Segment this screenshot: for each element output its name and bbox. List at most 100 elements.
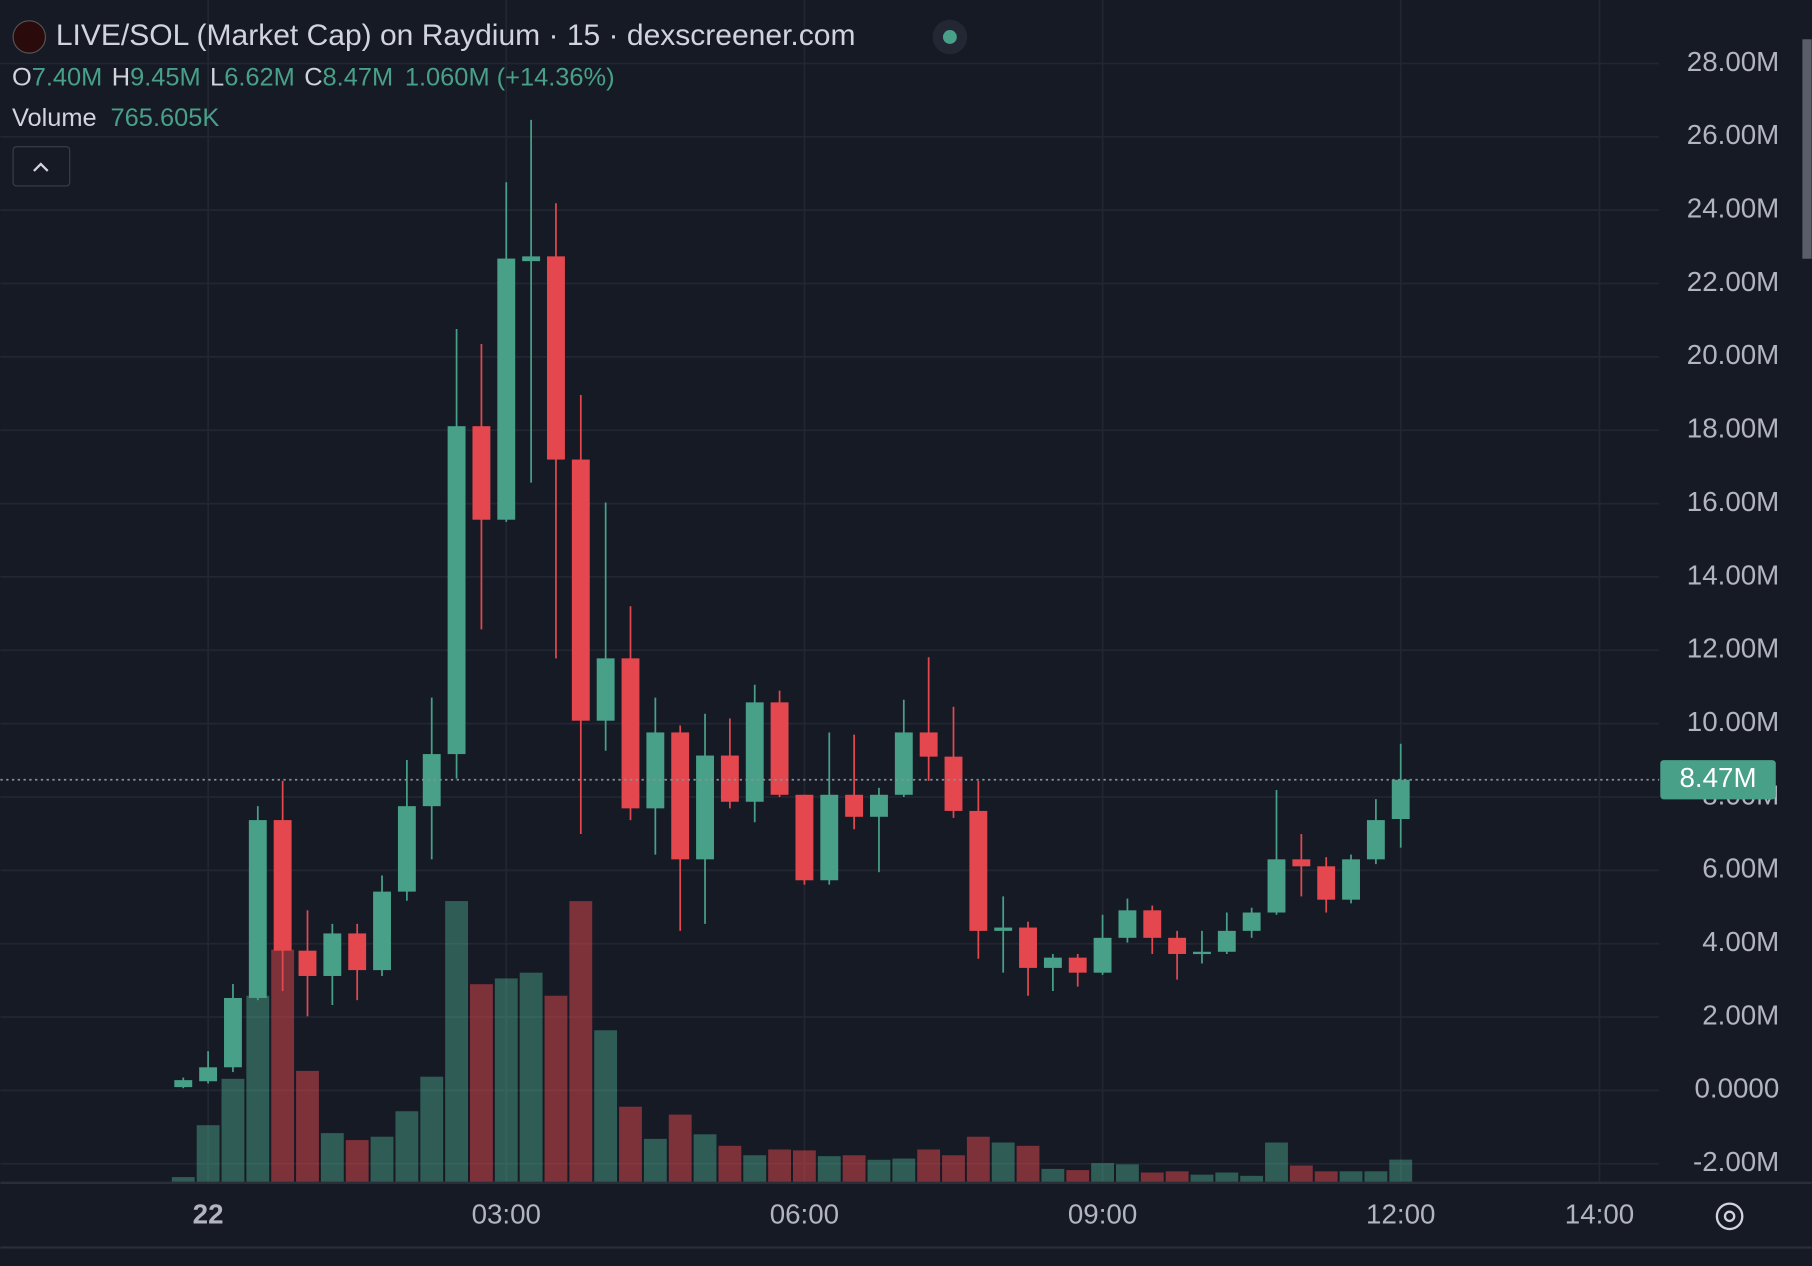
volume-bar xyxy=(569,901,593,1183)
candle-body xyxy=(944,756,963,811)
scrollbar[interactable] xyxy=(1802,39,1812,259)
y-tick-label: 0.0000 xyxy=(1694,1073,1779,1104)
y-tick-label: 18.00M xyxy=(1687,413,1779,444)
volume-bar xyxy=(842,1155,866,1183)
candle-body xyxy=(472,426,491,520)
candle-body xyxy=(1217,930,1236,952)
volume-bar xyxy=(817,1156,841,1183)
candle-body xyxy=(1093,937,1112,973)
legend-value: 765.605K xyxy=(111,104,220,132)
volume-bar xyxy=(221,1078,245,1183)
y-tick-label: 6.00M xyxy=(1702,853,1779,884)
legend-change: 1.060M (+14.36%) xyxy=(405,63,615,91)
last-price-box xyxy=(1660,760,1776,800)
volume-bar xyxy=(296,1070,319,1183)
volume-bar xyxy=(420,1076,444,1183)
volume-bar xyxy=(768,1149,792,1183)
candle-body xyxy=(323,933,342,976)
volume-bar xyxy=(544,995,568,1183)
settings-button[interactable] xyxy=(1715,1202,1744,1231)
ohlc-legend: O7.40M H9.45M L6.62M C8.47M 1.060M (+14.… xyxy=(12,63,615,91)
volume-bar xyxy=(1041,1168,1065,1183)
x-tick-label: 06:00 xyxy=(770,1199,839,1230)
candle-body xyxy=(745,702,764,802)
candle-body xyxy=(1143,910,1162,938)
collapse-icon xyxy=(33,162,49,172)
last-price-label: 8.47M xyxy=(1680,762,1757,793)
candle-body xyxy=(1366,820,1385,860)
candle-body xyxy=(919,732,938,757)
candle-body xyxy=(1043,957,1062,968)
candle-body xyxy=(397,806,416,892)
candle-body xyxy=(1019,927,1037,968)
token-avatar xyxy=(12,20,47,54)
candle-body xyxy=(348,933,367,971)
y-tick-label: 28.00M xyxy=(1687,46,1779,77)
candle-body xyxy=(894,732,913,795)
volume-bar xyxy=(1314,1171,1338,1183)
volume-bar xyxy=(867,1159,891,1183)
candle-body xyxy=(1292,859,1311,867)
legend-key: H xyxy=(112,63,130,91)
volume-bar xyxy=(1339,1171,1363,1183)
x-tick-label: 14:00 xyxy=(1565,1199,1634,1230)
candle-body xyxy=(770,702,789,795)
gear-center xyxy=(1723,1210,1736,1223)
chart-title: LIVE/SOL (Market Cap) on Raydium · 15 · … xyxy=(56,19,856,52)
volume-bar xyxy=(1289,1165,1313,1183)
volume-bar xyxy=(1389,1159,1413,1183)
candle-body xyxy=(447,426,466,755)
candle-body xyxy=(1317,866,1336,900)
volume-bar xyxy=(171,1177,195,1183)
volume-bar xyxy=(917,1149,941,1183)
y-tick-label: 24.00M xyxy=(1687,192,1779,223)
volume-bar xyxy=(693,1134,717,1183)
volume-bar xyxy=(643,1138,667,1183)
volume-bar xyxy=(271,949,295,1183)
x-tick-label: 12:00 xyxy=(1366,1199,1435,1230)
volume-bar xyxy=(1091,1163,1115,1183)
volume-bar xyxy=(668,1114,692,1183)
volume-pane xyxy=(171,901,1413,1183)
legend-value: 6.62M xyxy=(224,63,295,91)
volume-bar xyxy=(792,1150,816,1183)
volume-bar xyxy=(594,1030,618,1183)
y-tick-label: 10.00M xyxy=(1687,706,1779,737)
status-dot xyxy=(942,30,957,44)
candle-body xyxy=(671,732,690,860)
y-tick-label: 20.00M xyxy=(1687,339,1779,370)
y-tick-label: 12.00M xyxy=(1687,633,1779,664)
volume-bar xyxy=(246,995,270,1183)
volume-bar xyxy=(1190,1174,1214,1183)
candle-body xyxy=(795,794,814,881)
candle-body xyxy=(497,258,516,520)
volume-bar xyxy=(345,1140,369,1183)
collapse-button[interactable] xyxy=(12,146,71,187)
candle-body xyxy=(1168,937,1187,954)
candle-body xyxy=(969,810,988,931)
candle-body xyxy=(720,755,739,802)
candle-body xyxy=(522,256,541,262)
candle-body xyxy=(696,755,714,860)
legend-value: 7.40M xyxy=(32,63,103,91)
legend-value: 9.45M xyxy=(130,63,201,91)
volume-bar xyxy=(743,1155,767,1183)
candle-body xyxy=(994,927,1013,931)
candle-body xyxy=(845,794,864,817)
y-tick-label: -2.00M xyxy=(1693,1146,1779,1177)
legend-key: O xyxy=(12,63,32,91)
volume-bar xyxy=(1115,1164,1139,1183)
candle-body xyxy=(1267,859,1286,913)
legend-key: Volume xyxy=(12,104,97,132)
candle-body xyxy=(596,658,615,721)
legend-key: C xyxy=(304,63,322,91)
volume-bar xyxy=(1265,1142,1288,1183)
x-tick-label: 09:00 xyxy=(1068,1199,1137,1230)
y-tick-label: 4.00M xyxy=(1702,926,1779,957)
y-tick-label: 26.00M xyxy=(1687,119,1779,150)
volume-bar xyxy=(494,978,518,1183)
volume-bar xyxy=(1140,1172,1164,1183)
candle-body xyxy=(547,256,565,460)
